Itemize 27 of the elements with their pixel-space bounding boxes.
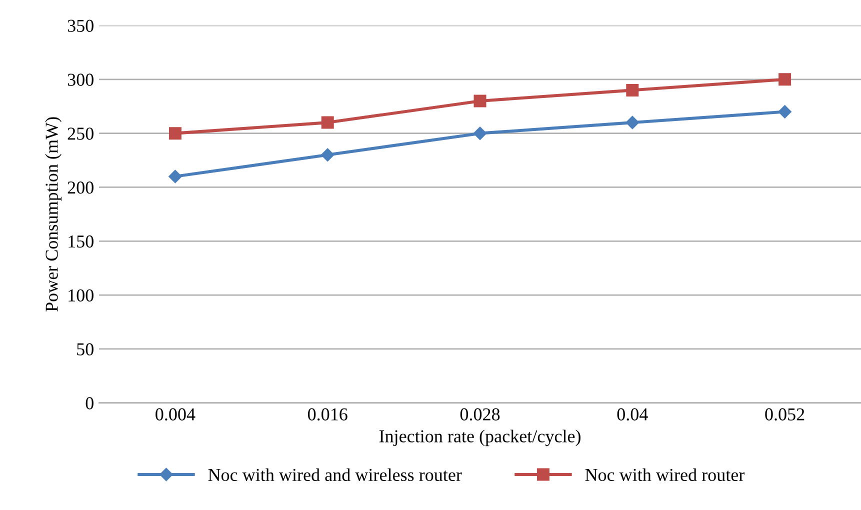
y-tick-label: 150 [68, 235, 94, 248]
x-tick-label: 0.016 [308, 408, 348, 421]
point [321, 148, 334, 162]
point [778, 105, 792, 118]
point [626, 84, 639, 96]
x-tick-label: 0.052 [765, 408, 804, 421]
y-tick-label: 250 [68, 128, 94, 140]
point [778, 73, 792, 86]
x-tick-label: 0.028 [460, 408, 500, 421]
y-tick-label: 50 [77, 343, 94, 356]
y-axis-title: Power Consumption (mW) [45, 117, 62, 312]
y-tick-label: 300 [68, 74, 94, 86]
point [626, 116, 639, 130]
y-tick-label: 0 [86, 397, 94, 410]
point [321, 116, 334, 129]
y-tick-label: 350 [68, 20, 94, 32]
y-tick-label: 100 [68, 289, 94, 302]
y-tick-label: 200 [68, 182, 94, 194]
point [168, 127, 182, 140]
point [168, 170, 182, 184]
x-tick-label: 0.04 [617, 408, 648, 421]
legend-label: Noc with wired and wireless router [208, 468, 462, 482]
legend-label: Noc with wired router [585, 468, 745, 482]
x-axis-title: Injection rate (packet/cycle) [379, 430, 580, 446]
x-tick-label: 0.004 [156, 408, 196, 421]
point [473, 126, 487, 140]
point [474, 94, 486, 108]
